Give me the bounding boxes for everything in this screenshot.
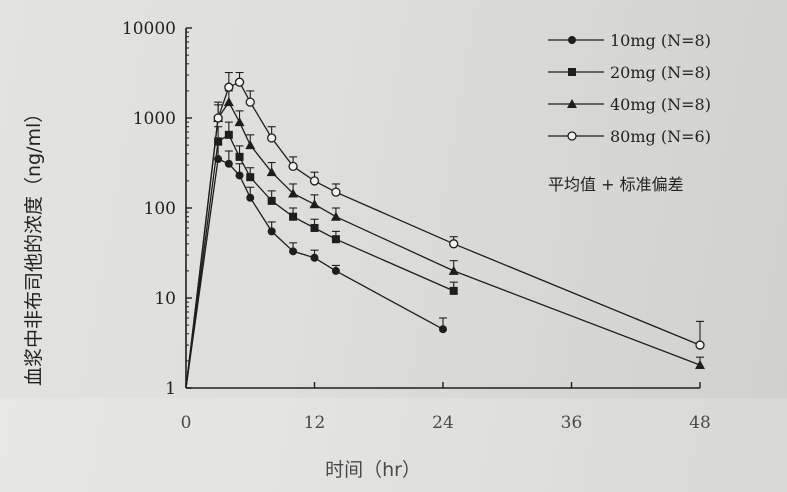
series-line-1: [185, 158, 444, 389]
x-tick-label: 12: [304, 413, 326, 433]
data-point: [223, 97, 234, 107]
data-point: [288, 161, 298, 172]
data-point: [246, 173, 255, 182]
data-point: [695, 340, 705, 350]
y-tick-label: 1000: [133, 109, 176, 129]
data-point: [309, 176, 320, 186]
data-point: [448, 265, 459, 275]
data-point: [267, 196, 276, 205]
y-tick-label: 10000: [122, 19, 176, 39]
data-point: [224, 82, 234, 92]
legend-label: 10mg (N=8): [610, 31, 711, 50]
legend-marker: [567, 131, 577, 141]
data-point: [235, 171, 244, 180]
data-point: [331, 235, 340, 244]
legend-marker: [567, 99, 577, 108]
data-point: [245, 140, 256, 150]
data-point: [266, 167, 277, 177]
data-point: [245, 97, 255, 107]
x-tick-label: 36: [561, 413, 583, 433]
legend-marker: [568, 36, 576, 44]
data-point: [214, 137, 223, 146]
data-point: [224, 159, 233, 168]
x-tick-label: 0: [181, 413, 192, 433]
legend-label: 20mg (N=8): [610, 63, 711, 82]
data-point: [331, 266, 340, 275]
data-point: [309, 199, 320, 209]
data-point: [288, 188, 299, 198]
x-axis-title: 时间（hr）: [325, 459, 421, 481]
data-point: [246, 193, 255, 202]
series-line-2: [185, 133, 454, 389]
data-point: [695, 360, 705, 370]
data-point: [310, 223, 319, 232]
data-point: [234, 77, 245, 87]
y-axis-title: 血浆中非布司他的浓度（ng/ml）: [23, 104, 45, 386]
y-tick-label: 1: [165, 379, 176, 399]
legend-note: 平均值 + 标准偏差: [548, 175, 684, 194]
y-tick-label: 100: [144, 199, 176, 219]
data-point: [331, 187, 341, 197]
x-tick-label: 24: [432, 413, 454, 433]
data-point: [289, 247, 298, 256]
legend-label: 40mg (N=8): [610, 95, 711, 114]
data-point: [449, 239, 459, 249]
data-point: [449, 286, 458, 295]
data-point: [213, 113, 223, 123]
x-tick-label: 48: [689, 413, 711, 433]
legend-marker: [568, 68, 576, 76]
data-point: [310, 253, 319, 262]
data-point: [234, 117, 245, 127]
data-point: [267, 133, 277, 143]
data-point: [235, 152, 244, 161]
data-point: [224, 130, 233, 139]
data-point: [267, 227, 276, 236]
legend-label: 80mg (N=6): [610, 127, 711, 146]
y-tick-label: 10: [154, 289, 176, 309]
data-point: [289, 212, 298, 221]
data-point: [439, 325, 447, 334]
data-point: [330, 211, 341, 221]
